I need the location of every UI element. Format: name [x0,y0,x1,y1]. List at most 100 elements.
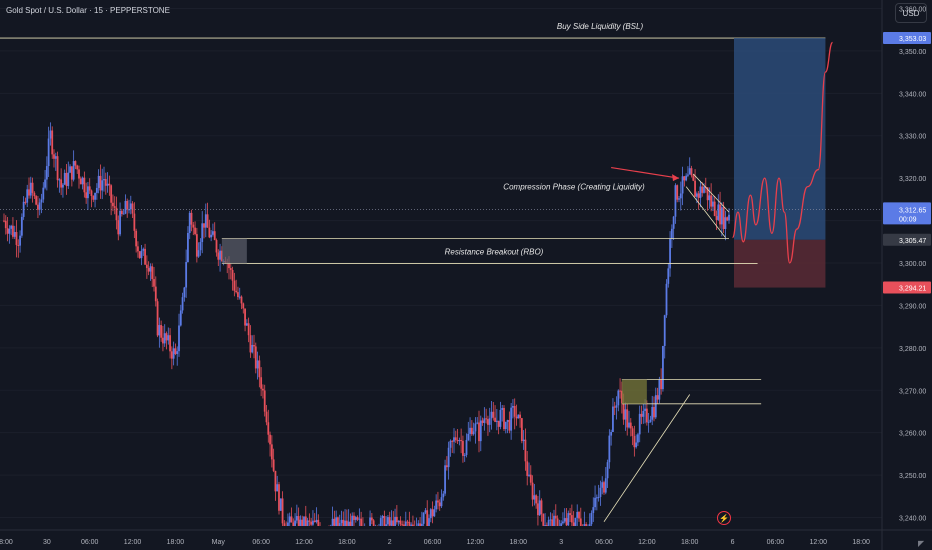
candle-body [24,201,27,203]
candle-body [315,519,318,523]
candle-body [372,520,375,526]
candle-body [165,333,168,341]
candle-body [347,521,350,526]
lightning-icon[interactable]: ⚡ [717,511,731,525]
candle-body [424,510,427,513]
candle-body [574,517,577,526]
candle-body [528,474,530,476]
candle-body [690,168,693,176]
candle-body [40,199,43,203]
candle-body [663,315,666,346]
y-tick-label: 3,300.00 [899,261,926,268]
candle-body [572,522,575,526]
candle-body [654,395,657,418]
candle-body [272,459,275,471]
x-tick-label: 06:00 [252,539,270,546]
candle-body [710,195,713,207]
candle-body [26,189,29,203]
candle-body [703,186,705,193]
candle-body [354,517,357,520]
candle-body [194,227,196,235]
candle-body [238,296,241,298]
candle-body [247,323,250,336]
candle-body [45,166,48,180]
candle-body [262,388,264,391]
candle-body [192,224,195,228]
candle-body [78,169,80,179]
candle-body [588,524,591,526]
candle-body [403,524,405,526]
candle-body [456,440,459,442]
candle-body [99,175,102,191]
candle-body [642,410,645,417]
candle-body [120,210,123,215]
candle-body [397,520,400,523]
candle-body [197,250,200,257]
candle-body [410,524,413,526]
candle-body [462,440,464,456]
candle-body [437,500,439,503]
candle-body [304,516,307,526]
candle-body [685,175,688,181]
candle-body [522,439,525,442]
candle-body [506,420,509,422]
candle-body [306,520,309,526]
y-tick-label: 3,360.00 [899,6,926,13]
candle-body [683,176,686,181]
candle-body [151,266,154,280]
candle-body [492,411,495,418]
tradingview-logo-icon[interactable]: ◤ [918,539,925,548]
candle-body [83,177,86,193]
candle-body [104,179,107,186]
candle-body [53,154,55,159]
y-tick-label: 3,250.00 [899,473,926,480]
candle-body [576,511,579,518]
candle-body [470,427,473,435]
candle-body [276,484,279,492]
candle-body [288,516,291,523]
candle-body [145,264,148,269]
candle-body [438,502,441,507]
y-tick-label: 3,340.00 [899,91,926,98]
candle-body [694,180,696,197]
candle-body [503,408,505,430]
candle-body [29,182,32,196]
currency-button[interactable]: USD [895,3,927,23]
candle-body [90,190,93,196]
candle-body [87,186,89,199]
candle-body [615,405,618,408]
candle-body [406,521,409,523]
candle-body [526,461,529,476]
candle-body [478,422,480,442]
candle-body [420,523,423,526]
candle-body [633,435,636,448]
candle-body [712,201,714,207]
candle-body [170,351,173,359]
candle-body [713,201,716,217]
candle-body [95,187,98,193]
wedge-upper-line [692,173,730,213]
candle-body [147,268,150,272]
candle-body [697,193,700,198]
candle-body [158,325,161,336]
candle-body [670,228,673,239]
x-tick-label: 18:00 [681,539,699,546]
candle-body [103,179,105,181]
y-tick-label: 3,350.00 [899,49,926,56]
candle-body [442,493,445,498]
x-tick-label: 06:00 [81,539,99,546]
symbol-title[interactable]: Gold Spot / U.S. Dollar · 15 · PEPPERSTO… [6,6,170,15]
candle-body [212,231,214,235]
candle-body [488,418,491,425]
candle-body [12,225,14,237]
candle-body [187,233,189,263]
candle-body [274,470,277,492]
candle-body [215,240,218,253]
candle-body [56,156,59,181]
candle-body [513,405,516,417]
candle-body [135,230,138,247]
candle-body [538,500,541,516]
x-tick-label: May [212,539,226,546]
candle-body [301,519,304,526]
